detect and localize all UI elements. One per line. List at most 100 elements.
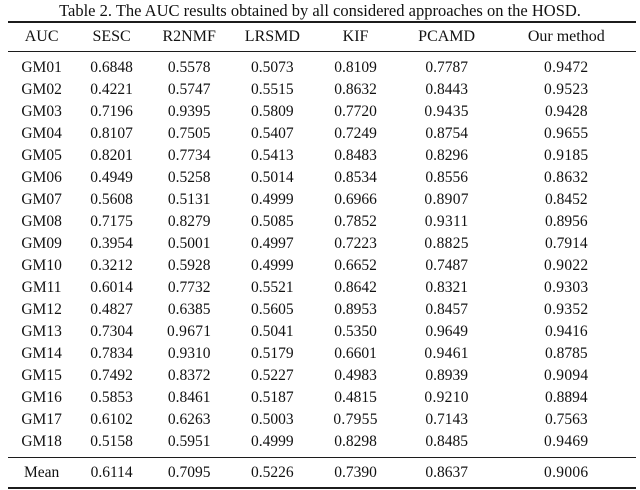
auc-value: 0.7734 — [167, 147, 211, 164]
table-row: GM11 0.6014 0.7732 0.5521 0.8642 0.8321 0.9303 — [8, 277, 636, 299]
auc-value: 0.9310 — [167, 345, 211, 362]
auc-value: 0.4999 — [251, 433, 294, 450]
auc-value: 0.8443 — [425, 81, 468, 98]
table-row: GM06 0.4949 0.5258 0.5014 0.8534 0.8556 0.8632 — [8, 167, 636, 189]
auc-value: 0.5085 — [251, 213, 294, 230]
table-footer: Mean 0.6114 0.7095 0.5226 0.7390 0.8637 0.9006 — [8, 457, 636, 488]
auc-value: 0.9428 — [544, 103, 588, 120]
auc-value: 0.9655 — [544, 125, 589, 142]
row-label: GM04 — [21, 125, 62, 142]
auc-value: 0.6601 — [334, 345, 377, 362]
auc-value: 0.9303 — [544, 279, 589, 296]
auc-value: 0.6385 — [167, 301, 211, 318]
auc-value: 0.9210 — [424, 389, 469, 406]
auc-value: 0.5003 — [251, 411, 294, 428]
auc-value: 0.4983 — [334, 367, 377, 384]
auc-value: 0.6966 — [334, 191, 377, 208]
auc-value: 0.7852 — [334, 213, 377, 230]
auc-value: 0.9006 — [496, 457, 636, 488]
auc-value: 0.4999 — [251, 257, 294, 274]
auc-value: 0.6263 — [167, 411, 211, 428]
auc-value: 0.5515 — [251, 81, 294, 98]
auc-value: 0.5131 — [167, 191, 211, 208]
auc-value: 0.8637 — [396, 457, 497, 488]
auc-value: 0.5041 — [251, 323, 294, 340]
auc-value: 0.8279 — [167, 213, 211, 230]
col-header-auc: AUC — [8, 22, 76, 52]
auc-value: 0.7914 — [544, 235, 588, 252]
auc-value: 0.5928 — [167, 257, 211, 274]
auc-value: 0.5809 — [251, 103, 294, 120]
col-header-r2nmf: R2NMF — [148, 22, 231, 52]
auc-results-table: AUC SESC R2NMF LRSMD KIF PCAMD Our metho… — [8, 21, 636, 489]
auc-value: 0.7955 — [333, 411, 378, 428]
auc-value: 0.8939 — [425, 367, 468, 384]
row-label: GM18 — [21, 433, 62, 450]
auc-value: 0.7223 — [334, 235, 377, 252]
auc-value: 0.3954 — [90, 235, 133, 252]
auc-value: 0.8534 — [334, 169, 377, 186]
table-row: GM02 0.4221 0.5747 0.5515 0.8632 0.8443 0.9523 — [8, 79, 636, 101]
auc-value: 0.8632 — [544, 169, 589, 186]
col-header-kif: KIF — [314, 22, 397, 52]
auc-value: 0.5853 — [90, 389, 133, 406]
auc-value: 0.7175 — [90, 213, 133, 230]
table-row: GM17 0.6102 0.6263 0.5003 0.7955 0.7143 0.7563 — [8, 409, 636, 431]
auc-value: 0.8485 — [425, 433, 468, 450]
auc-value: 0.4997 — [251, 235, 294, 252]
auc-value: 0.4815 — [334, 389, 377, 406]
auc-value: 0.8556 — [425, 169, 468, 186]
table-row: GM09 0.3954 0.5001 0.4997 0.7223 0.8825 0.7914 — [8, 233, 636, 255]
auc-value: 0.5187 — [251, 389, 294, 406]
auc-value: 0.5001 — [167, 235, 211, 252]
auc-value: 0.7196 — [90, 103, 133, 120]
row-label: GM12 — [21, 301, 62, 318]
auc-value: 0.9311 — [424, 213, 469, 230]
auc-value: 0.7304 — [90, 323, 133, 340]
auc-value: 0.8457 — [425, 301, 468, 318]
auc-value: 0.9435 — [424, 103, 469, 120]
table-row: GM16 0.5853 0.8461 0.5187 0.4815 0.9210 0.8894 — [8, 387, 636, 409]
auc-value: 0.8452 — [544, 191, 588, 208]
auc-value: 0.9022 — [544, 257, 589, 274]
auc-value: 0.9472 — [544, 59, 589, 76]
row-label: Mean — [8, 457, 76, 488]
mean-row: Mean 0.6114 0.7095 0.5226 0.7390 0.8637 0.9006 — [8, 457, 636, 488]
auc-value: 0.5073 — [251, 59, 294, 76]
table-row: GM18 0.5158 0.5951 0.4999 0.8298 0.8485 0.9469 — [8, 431, 636, 458]
auc-value: 0.4999 — [251, 191, 294, 208]
auc-value: 0.7720 — [334, 103, 377, 120]
auc-value: 0.7095 — [148, 457, 231, 488]
auc-value: 0.7732 — [167, 279, 211, 296]
auc-value: 0.8953 — [334, 301, 377, 318]
auc-value: 0.9523 — [544, 81, 589, 98]
auc-value: 0.7249 — [334, 125, 377, 142]
col-header-sesc: SESC — [75, 22, 149, 52]
row-label: GM05 — [21, 147, 62, 164]
auc-value: 0.5014 — [251, 169, 294, 186]
auc-value: 0.8632 — [334, 81, 377, 98]
row-label: GM11 — [21, 279, 62, 296]
auc-value: 0.8785 — [544, 345, 588, 362]
auc-value: 0.8109 — [334, 59, 377, 76]
table-row: GM15 0.7492 0.8372 0.5227 0.4983 0.8939 0.9094 — [8, 365, 636, 387]
auc-value: 0.7563 — [544, 411, 588, 428]
table-row: GM08 0.7175 0.8279 0.5085 0.7852 0.9311 0.8956 — [8, 211, 636, 233]
auc-value: 0.3212 — [90, 257, 133, 274]
auc-value: 0.7505 — [167, 125, 211, 142]
auc-value: 0.5578 — [167, 59, 211, 76]
table-row: GM14 0.7834 0.9310 0.5179 0.6601 0.9461 0.8785 — [8, 343, 636, 365]
auc-value: 0.7487 — [425, 257, 468, 274]
row-label: GM02 — [21, 81, 62, 98]
table-row: GM07 0.5608 0.5131 0.4999 0.6966 0.8907 0.8452 — [8, 189, 636, 211]
auc-value: 0.7834 — [90, 345, 133, 362]
auc-value: 0.7390 — [314, 457, 397, 488]
row-label: GM06 — [21, 169, 62, 186]
auc-value: 0.8907 — [424, 191, 469, 208]
col-header-our-method: Our method — [496, 22, 636, 52]
row-label: GM14 — [21, 345, 62, 362]
auc-value: 0.9469 — [544, 433, 589, 450]
auc-value: 0.5747 — [167, 81, 211, 98]
row-label: GM10 — [21, 257, 62, 274]
